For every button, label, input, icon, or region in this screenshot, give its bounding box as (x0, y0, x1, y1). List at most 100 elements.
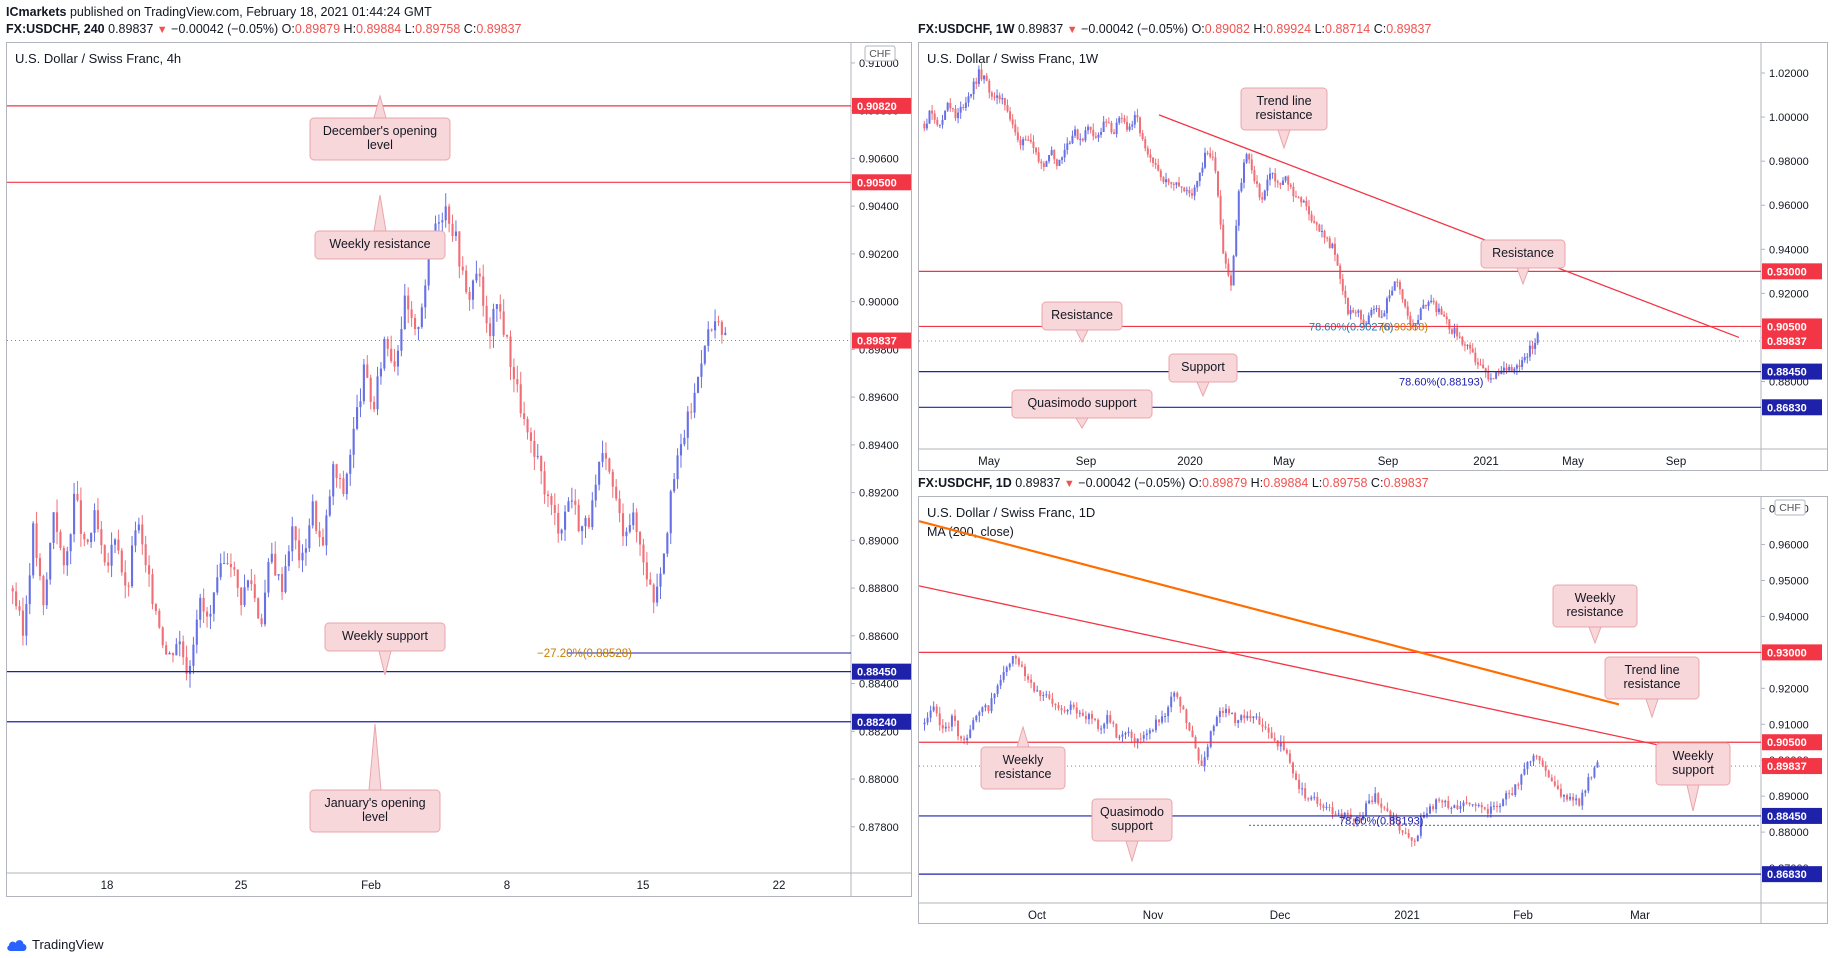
candle-body (923, 123, 926, 129)
candle-body (1270, 732, 1273, 739)
candle-body (710, 329, 713, 331)
candle-body (964, 102, 967, 108)
candle-body (591, 500, 594, 528)
candle-body (951, 108, 954, 110)
candle-body (1479, 364, 1482, 366)
candle-body (1354, 312, 1357, 314)
y-tick-label: 0.88000 (859, 774, 899, 786)
d-chart[interactable]: 0.870000.880000.890000.900000.910000.920… (919, 497, 1827, 923)
candle-body (598, 461, 601, 485)
candle-body (1370, 309, 1373, 316)
support-callout (1168, 353, 1238, 383)
w-change: −0.00042 (−0.05%) (1081, 22, 1189, 36)
candle-body (1048, 155, 1051, 162)
candle-body (1011, 655, 1014, 664)
candle-body (298, 540, 301, 561)
candle-body (717, 321, 720, 323)
candle-body (294, 526, 297, 541)
candle-body (32, 523, 35, 576)
candle-body (1250, 159, 1253, 171)
h4-chart[interactable]: 0.878000.880000.882000.884000.886000.888… (7, 43, 911, 896)
weekly-support-callout (1655, 742, 1731, 786)
ma-200-line (919, 520, 1620, 706)
y-tick-label: 1.00000 (1769, 112, 1809, 124)
candle-body (325, 515, 328, 546)
candle-body (1377, 793, 1380, 804)
candle-body (1258, 183, 1261, 198)
candle-body (165, 645, 168, 655)
candle-body (1102, 121, 1105, 132)
candle-body (516, 379, 519, 385)
candle-body (369, 377, 372, 402)
d-low: 0.89758 (1322, 476, 1368, 490)
candle-body (1499, 805, 1502, 808)
candle-body (315, 501, 318, 531)
candle-body (1182, 706, 1185, 710)
candle-body (1487, 371, 1490, 380)
january-opening-callout-pointer (368, 723, 382, 791)
h4-high: 0.89884 (356, 22, 402, 36)
candle-body (1547, 770, 1550, 778)
candle-body (1544, 765, 1547, 771)
candle-body (1200, 760, 1203, 766)
candle-body (1468, 802, 1471, 805)
resistance-mid-callout-pointer (1075, 329, 1089, 344)
candle-body (1084, 715, 1087, 720)
candle-body (1469, 344, 1472, 349)
candle-body (386, 338, 389, 349)
candle-body (998, 95, 1001, 100)
candle-body (79, 500, 82, 534)
candle-body (1175, 182, 1178, 185)
candle-body (1480, 804, 1483, 808)
candle-body (1232, 255, 1235, 286)
candle-body (1465, 802, 1468, 804)
y-tick-label: 1.02000 (1769, 68, 1809, 80)
candle-body (1429, 806, 1431, 814)
level-price-tag-label: 0.93000 (1767, 266, 1807, 278)
candle-body (1358, 818, 1361, 820)
candle-body (15, 591, 18, 607)
candle-body (42, 576, 45, 606)
candle-body (714, 321, 717, 331)
candle-body (1502, 799, 1505, 806)
candle-body (205, 611, 209, 617)
candle-body (1388, 295, 1391, 299)
candle-body (577, 504, 580, 532)
candle-body (1057, 705, 1060, 709)
candle-body (1172, 183, 1175, 185)
candle-body (328, 496, 331, 516)
w-chart-panel[interactable]: U.S. Dollar / Swiss Franc, 1W 0.88000 0.9… (918, 42, 1828, 471)
candle-body (1443, 314, 1446, 317)
candle-body (1084, 130, 1087, 141)
h4-chart-panel[interactable]: U.S. Dollar / Swiss Franc, 4h 0.87800 0.8… (6, 42, 912, 897)
candle-body (1167, 179, 1170, 183)
candle-body (362, 364, 365, 402)
candle-body (274, 553, 277, 576)
candle-body (1066, 143, 1069, 150)
candle-body (311, 501, 314, 526)
candle-body (601, 453, 604, 462)
candle-body (1230, 275, 1232, 286)
candle-body (936, 119, 939, 125)
candle-body (1538, 756, 1541, 761)
w-chart[interactable]: 0.880000.900000.920000.940000.960000.980… (919, 43, 1827, 470)
candle-body (45, 579, 48, 606)
x-tick-label: 8 (504, 880, 510, 892)
candle-body (359, 401, 362, 408)
candle-body (171, 652, 175, 656)
candle-body (195, 619, 198, 645)
candle-body (243, 587, 246, 606)
y-tick-label: 0.88000 (1769, 827, 1809, 839)
december-opening-callout-text: level (367, 138, 393, 152)
last-price-tag (852, 332, 911, 349)
candle-body (1310, 214, 1313, 222)
candle-body (1197, 748, 1200, 761)
candle-body (1556, 785, 1559, 789)
candle-body (1343, 812, 1346, 818)
candle-body (1409, 315, 1412, 326)
level-price-tag-label: 0.88240 (857, 717, 897, 729)
y-tick-label: 0.90200 (859, 249, 899, 261)
d-chart-panel[interactable]: U.S. Dollar / Swiss Franc, 1D MA (200, c… (918, 496, 1828, 924)
candle-body (478, 273, 481, 277)
candle-body (1297, 197, 1300, 199)
